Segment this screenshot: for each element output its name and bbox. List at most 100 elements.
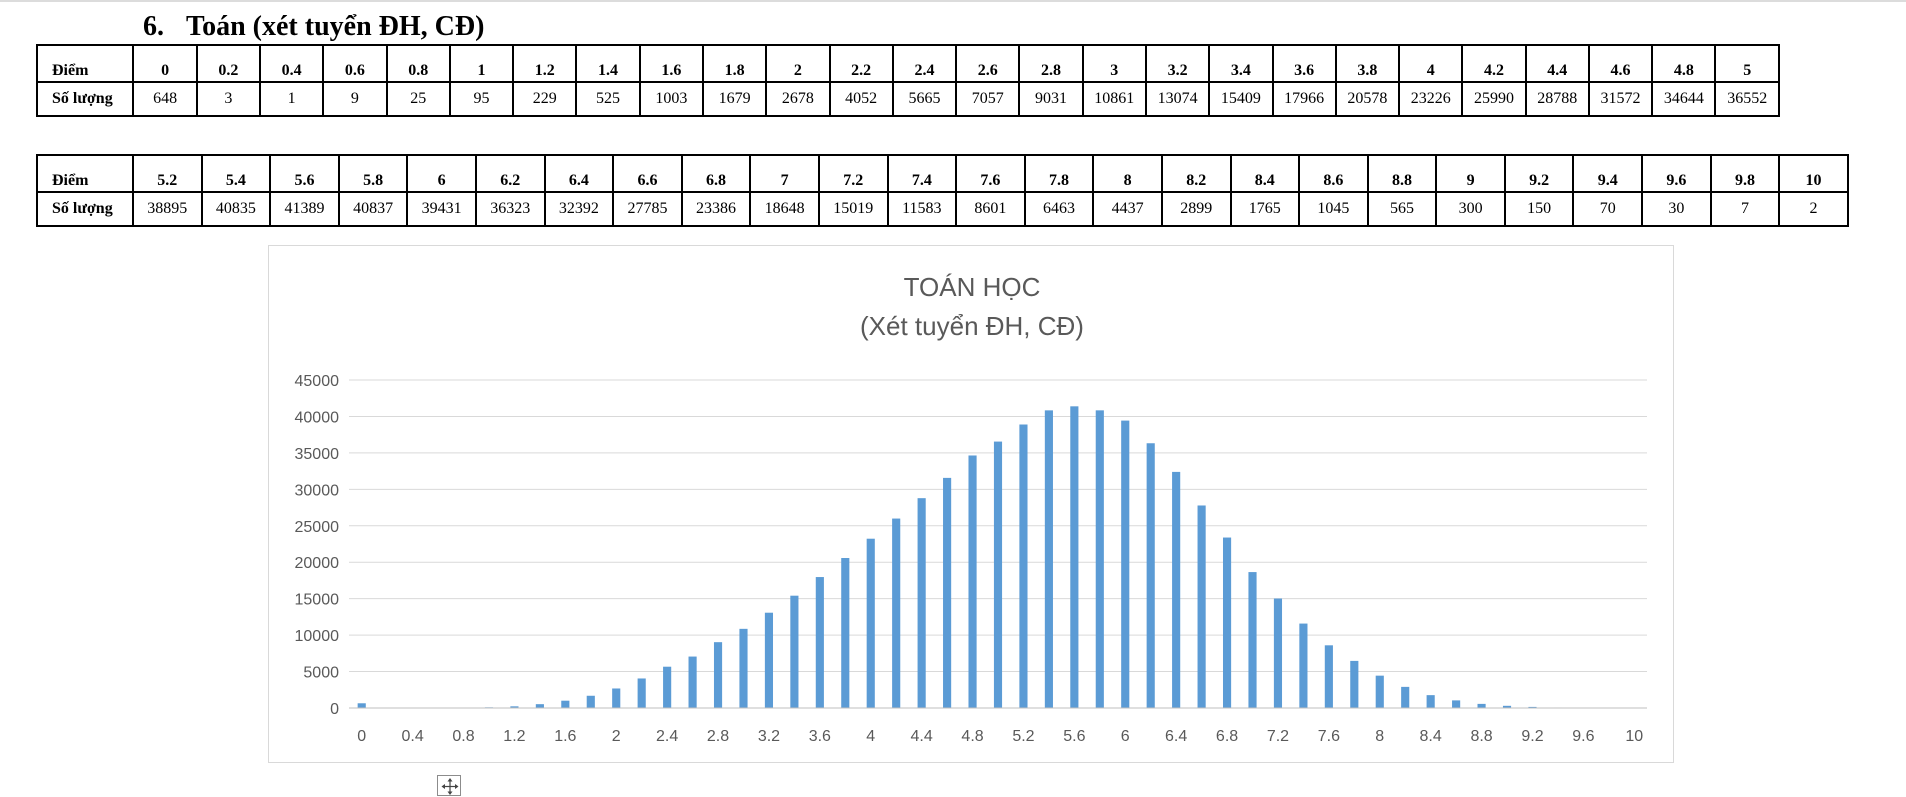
score-cell: 8.4 xyxy=(1231,155,1300,192)
score-cell: 7 xyxy=(750,155,819,192)
count-cell: 36323 xyxy=(476,192,545,226)
y-tick-label: 45000 xyxy=(295,373,340,390)
y-tick-label: 40000 xyxy=(295,409,340,426)
y-tick-label: 15000 xyxy=(295,592,340,609)
y-tick-label: 20000 xyxy=(295,555,340,572)
y-tick-label: 10000 xyxy=(295,628,340,645)
score-cell: 3.8 xyxy=(1336,45,1399,82)
count-cell: 1003 xyxy=(640,82,703,116)
x-tick-label: 1.6 xyxy=(554,728,576,745)
bar xyxy=(638,678,646,708)
section-number: 6. xyxy=(143,10,186,44)
count-cell: 38895 xyxy=(133,192,202,226)
count-cell: 7 xyxy=(1711,192,1780,226)
count-cell: 70 xyxy=(1573,192,1642,226)
bar xyxy=(1325,645,1333,708)
bar xyxy=(714,642,722,708)
score-cell: 4.4 xyxy=(1526,45,1589,82)
count-cell: 23226 xyxy=(1399,82,1462,116)
bar xyxy=(968,455,976,708)
bar xyxy=(1350,661,1358,708)
count-row-label: Số lượng xyxy=(37,192,133,226)
count-cell: 2678 xyxy=(766,82,829,116)
bar xyxy=(1274,599,1282,708)
count-cell: 150 xyxy=(1505,192,1574,226)
x-tick-label: 3.2 xyxy=(758,728,780,745)
score-cell: 1.4 xyxy=(576,45,639,82)
score-cell: 6.8 xyxy=(682,155,751,192)
x-tick-label: 5.6 xyxy=(1063,728,1085,745)
x-tick-label: 4 xyxy=(866,728,875,745)
bar xyxy=(1248,572,1256,708)
bar xyxy=(612,688,620,708)
x-tick-label: 8.8 xyxy=(1470,728,1492,745)
score-cell: 3.6 xyxy=(1273,45,1336,82)
score-cell: 4.2 xyxy=(1462,45,1525,82)
bar xyxy=(1121,421,1129,708)
score-cell: 9.4 xyxy=(1573,155,1642,192)
x-tick-label: 0.8 xyxy=(452,728,474,745)
count-cell: 15019 xyxy=(819,192,888,226)
score-cell: 1.6 xyxy=(640,45,703,82)
score-row-label: Điểm xyxy=(37,155,133,192)
count-cell: 3 xyxy=(197,82,260,116)
score-cell: 5 xyxy=(1715,45,1779,82)
score-cell: 8.2 xyxy=(1162,155,1231,192)
score-cell: 5.8 xyxy=(339,155,408,192)
bar xyxy=(689,657,697,708)
count-cell: 10861 xyxy=(1083,82,1146,116)
count-cell: 4437 xyxy=(1093,192,1162,226)
x-tick-label: 8 xyxy=(1375,728,1384,745)
bar xyxy=(1401,687,1409,708)
count-cell: 36552 xyxy=(1715,82,1779,116)
score-cell: 0.4 xyxy=(260,45,323,82)
x-tick-label: 2 xyxy=(612,728,621,745)
bar xyxy=(892,519,900,708)
x-tick-label: 7.2 xyxy=(1267,728,1289,745)
count-cell: 25990 xyxy=(1462,82,1525,116)
count-cell: 565 xyxy=(1368,192,1437,226)
bar xyxy=(1198,505,1206,708)
x-tick-label: 3.6 xyxy=(809,728,831,745)
score-cell: 6.6 xyxy=(613,155,682,192)
y-tick-label: 5000 xyxy=(303,665,339,682)
y-tick-label: 30000 xyxy=(295,482,340,499)
move-arrows-icon[interactable] xyxy=(437,775,461,796)
score-cell: 3 xyxy=(1083,45,1146,82)
count-cell: 32392 xyxy=(545,192,614,226)
bar xyxy=(1299,624,1307,708)
bar xyxy=(1452,700,1460,708)
y-tick-label: 35000 xyxy=(295,446,340,463)
bar xyxy=(790,596,798,708)
x-tick-label: 2.4 xyxy=(656,728,678,745)
bar-series xyxy=(358,406,1639,708)
bar xyxy=(918,498,926,708)
score-cell: 0.6 xyxy=(323,45,386,82)
bar xyxy=(1096,410,1104,708)
score-cell: 5.4 xyxy=(202,155,271,192)
count-cell: 34644 xyxy=(1652,82,1715,116)
bar xyxy=(1070,406,1078,708)
bar xyxy=(663,667,671,708)
count-cell: 648 xyxy=(133,82,196,116)
count-cell: 40837 xyxy=(339,192,408,226)
bar xyxy=(943,478,951,708)
x-tick-label: 7.6 xyxy=(1318,728,1340,745)
score-cell: 1 xyxy=(450,45,513,82)
score-cell: 2.8 xyxy=(1019,45,1082,82)
bar xyxy=(1019,425,1027,709)
x-tick-label: 9.6 xyxy=(1572,728,1594,745)
bar xyxy=(867,539,875,708)
count-cell: 9 xyxy=(323,82,386,116)
count-cell: 9031 xyxy=(1019,82,1082,116)
count-cell: 8601 xyxy=(956,192,1025,226)
count-cell: 1045 xyxy=(1299,192,1368,226)
score-cell: 8 xyxy=(1093,155,1162,192)
bar xyxy=(587,696,595,708)
x-tick-label: 0.4 xyxy=(402,728,424,745)
